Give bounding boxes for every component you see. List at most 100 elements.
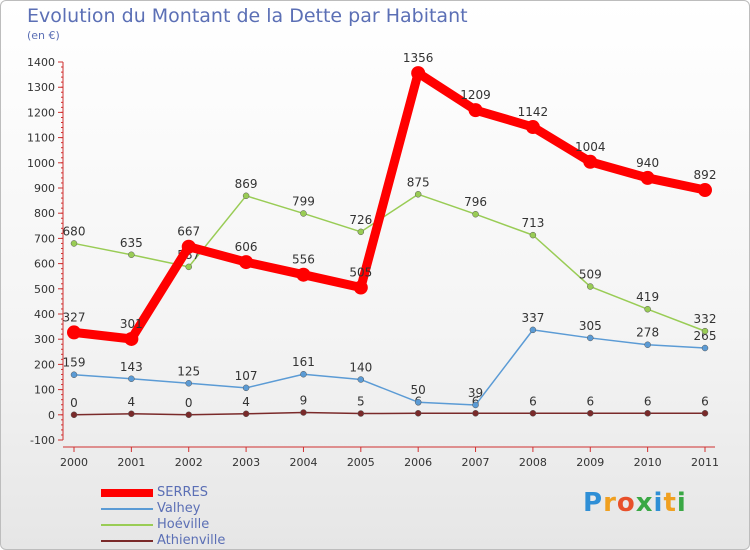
data-label-athienville: 6 — [586, 394, 594, 408]
data-point-athienville — [185, 411, 192, 419]
data-label-hoeville: 509 — [579, 268, 602, 282]
data-point-valhey — [70, 371, 78, 378]
chart-subtitle: (en €) — [27, 29, 60, 42]
data-point-hoeville — [128, 251, 135, 259]
legend-swatch-athienville — [101, 540, 153, 542]
data-label-hoeville: 332 — [694, 312, 717, 326]
y-tick-label: 100 — [34, 384, 55, 397]
legend-label-athienville: Athienville — [157, 533, 226, 548]
data-label-valhey: 39 — [468, 386, 483, 400]
data-point-valhey — [414, 398, 422, 406]
x-tick-label: 2007 — [462, 456, 490, 469]
logo-letter: t — [663, 488, 677, 518]
y-tick-label: 300 — [34, 333, 55, 346]
data-label-athienville: 6 — [472, 394, 480, 408]
data-label-valhey: 265 — [694, 329, 717, 343]
data-point-hoeville — [357, 228, 365, 236]
data-label-valhey: 140 — [349, 361, 372, 375]
y-tick-label: 600 — [34, 258, 55, 271]
data-label-valhey: 107 — [235, 369, 258, 383]
legend-label-serres: SERRES — [157, 485, 208, 500]
data-point-hoeville — [300, 210, 307, 217]
logo-letter: P — [583, 488, 604, 518]
x-tick-label: 2010 — [634, 456, 662, 469]
data-label-serres: 556 — [292, 253, 315, 267]
data-label-athienville: 6 — [529, 394, 537, 408]
data-point-serres — [583, 154, 598, 169]
data-point-hoeville — [587, 283, 594, 290]
x-tick-label: 2001 — [117, 456, 145, 469]
data-point-valhey — [587, 334, 594, 342]
data-point-serres — [411, 66, 426, 81]
data-point-athienville — [70, 411, 78, 419]
x-tick-label: 2002 — [175, 456, 203, 469]
data-point-hoeville — [185, 263, 192, 271]
data-point-serres — [640, 170, 655, 185]
data-label-athienville: 5 — [357, 395, 365, 409]
y-tick-label: 1100 — [27, 132, 55, 145]
y-tick-label: 1400 — [27, 56, 55, 69]
data-label-hoeville: 799 — [292, 194, 315, 208]
data-point-valhey — [644, 341, 651, 348]
data-label-valhey: 305 — [579, 319, 602, 333]
data-point-valhey — [472, 401, 479, 409]
logo-letter: i — [653, 488, 664, 518]
data-point-serres — [67, 325, 81, 340]
data-point-hoeville — [414, 191, 422, 198]
data-label-serres: 1004 — [575, 140, 606, 154]
data-point-athienville — [529, 410, 537, 417]
data-label-valhey: 50 — [411, 383, 426, 397]
data-label-serres: 606 — [235, 240, 258, 254]
data-point-hoeville — [70, 240, 78, 247]
legend-label-valhey: Valhey — [157, 501, 201, 516]
data-point-athienville — [414, 410, 422, 417]
data-point-serres — [698, 183, 712, 198]
data-point-athienville — [128, 410, 135, 418]
legend-label-hoeville: Hoéville — [157, 517, 210, 532]
series-line-athienville — [73, 411, 706, 416]
x-tick-label: 2011 — [691, 456, 719, 469]
data-point-athienville — [472, 410, 479, 417]
series-line-serres — [69, 68, 710, 344]
data-point-serres — [181, 239, 196, 254]
series-line-hoeville — [73, 193, 706, 332]
data-label-serres: 505 — [349, 266, 372, 280]
x-tick-label: 2003 — [232, 456, 260, 469]
data-point-athienville — [357, 410, 365, 417]
x-tick-label: 2004 — [289, 456, 317, 469]
x-tick-label: 2006 — [404, 456, 432, 469]
y-tick-label: 200 — [34, 358, 55, 371]
y-tick-label: 1000 — [27, 157, 55, 170]
y-tick-label: 500 — [34, 283, 55, 296]
data-label-athienville: 9 — [300, 394, 308, 408]
data-point-serres — [353, 280, 368, 295]
data-point-hoeville — [242, 192, 250, 200]
data-label-valhey: 278 — [636, 326, 659, 340]
data-point-serres — [124, 331, 139, 346]
data-label-valhey: 159 — [63, 356, 86, 370]
data-label-serres: 327 — [63, 310, 86, 324]
data-point-valhey — [242, 384, 250, 392]
data-label-athienville: 4 — [128, 395, 136, 409]
data-point-athienville — [242, 410, 250, 418]
x-tick-label: 2000 — [60, 456, 88, 469]
data-label-hoeville: 680 — [63, 224, 86, 238]
data-point-athienville — [644, 410, 651, 417]
data-label-serres: 667 — [177, 225, 200, 239]
logo-letter: i — [676, 488, 687, 518]
chart-title: Evolution du Montant de la Dette par Hab… — [27, 5, 468, 27]
logo-letter: r — [603, 488, 617, 518]
data-point-hoeville — [529, 231, 537, 239]
data-label-athienville: 0 — [70, 396, 78, 410]
data-label-hoeville: 726 — [349, 213, 372, 227]
legend-swatch-hoeville — [101, 524, 153, 526]
proxiti-logo: Proxiti — [583, 488, 687, 518]
y-tick-label: -100 — [30, 434, 55, 447]
y-tick-label: 400 — [34, 308, 55, 321]
data-label-valhey: 161 — [292, 355, 315, 369]
data-point-valhey — [300, 370, 307, 378]
data-label-athienville: 6 — [701, 394, 709, 408]
logo-letter: o — [616, 488, 636, 518]
